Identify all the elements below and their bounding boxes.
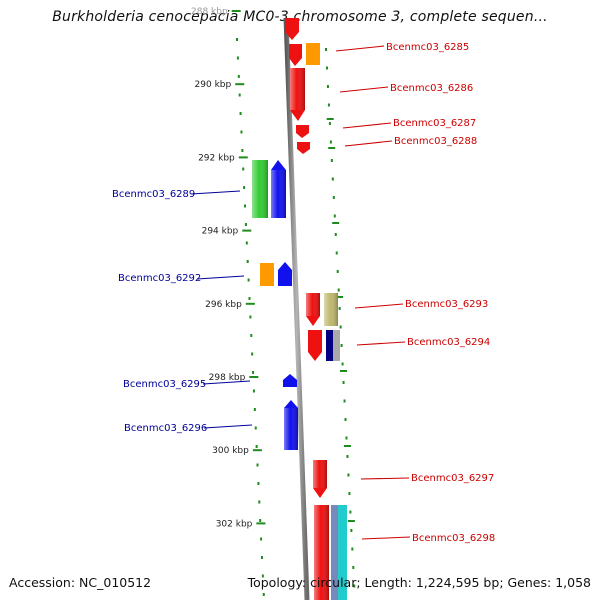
feature-6285	[306, 43, 320, 65]
scale-minor-dash	[347, 520, 355, 522]
accession-footer: Accession: NC_010512	[9, 575, 151, 590]
scale-minor-dash	[336, 296, 344, 298]
gene-label[interactable]: Bcenmc03_6293	[405, 299, 488, 310]
feature-6285b	[289, 44, 302, 66]
scale-tick-label: 294 kbp	[202, 227, 239, 237]
gene-leader-line	[354, 303, 404, 309]
genes-value: 1,058	[555, 575, 591, 590]
gene-leader-line	[196, 275, 245, 280]
gene-label[interactable]: Bcenmc03_6292	[118, 273, 201, 284]
scale-major-tick	[252, 449, 262, 452]
feature-6298b	[331, 505, 338, 600]
scale-layer: 288 kbp 290 kbp 292 kbp 294 kbp 296 kbp 298 k…	[191, 7, 356, 596]
scale-tick-label: 290 kbp	[195, 80, 232, 90]
feature-6294b	[326, 330, 333, 361]
scale-major-tick	[245, 302, 255, 305]
scale-tick-label: 296 kbp	[205, 300, 242, 310]
topology-label: Topology:	[247, 575, 307, 590]
gene-leader-line	[360, 477, 410, 480]
map-title: Burkholderia cenocepacia MC0-3 chromosom…	[52, 9, 548, 25]
accession-value: NC_010512	[79, 575, 152, 590]
backbone	[283, 17, 310, 600]
topology-value: circular	[310, 575, 357, 590]
length-label: Length:	[364, 575, 412, 590]
gene-label[interactable]: Bcenmc03_6287	[393, 118, 476, 129]
scale-major-tick	[235, 83, 245, 86]
scale-major-tick	[242, 229, 252, 232]
gene-leader-line	[342, 122, 392, 129]
gene-label[interactable]: Bcenmc03_6296	[124, 423, 207, 434]
scale-minor-dash	[332, 222, 340, 224]
scale-major-tick	[256, 522, 266, 525]
gene-label[interactable]: Bcenmc03_6297	[411, 473, 494, 484]
scale-tick-label: 288 kbp	[191, 7, 228, 17]
scale-ring-inner	[236, 38, 265, 596]
scale-tick-label: 292 kbp	[198, 153, 235, 163]
feature-6292b	[278, 262, 292, 286]
feature-6287	[296, 125, 309, 138]
feature-6295	[283, 374, 297, 387]
feature-6298c	[338, 505, 347, 600]
gene-leader-line	[339, 86, 389, 93]
gene-label[interactable]: Bcenmc03_6286	[390, 83, 473, 94]
gene-label[interactable]: Bcenmc03_6285	[386, 42, 469, 53]
gene-label[interactable]: Bcenmc03_6288	[394, 136, 477, 147]
gene-label-layer: Bcenmc03_6285 Bcenmc03_6286 Bcenmc03_6287 B…	[112, 42, 495, 544]
length-value: 1,224,595 bp	[415, 575, 500, 590]
feature-6284	[285, 18, 299, 40]
feature-6288	[297, 142, 310, 154]
scale-minor-dash	[343, 445, 351, 447]
scale-tick-label: 298 kbp	[209, 373, 246, 383]
gene-label[interactable]: Bcenmc03_6298	[412, 533, 495, 544]
scale-tick-label: 300 kbp	[212, 446, 249, 456]
gene-leader-line	[203, 424, 253, 429]
feature-track	[252, 18, 347, 600]
genome-summary: Topology: circular; Length: 1,224,595 bp…	[247, 575, 591, 590]
gene-label[interactable]: Bcenmc03_6289	[112, 189, 195, 200]
gene-leader-line	[361, 536, 411, 540]
gene-label[interactable]: Bcenmc03_6294	[407, 337, 490, 348]
gene-leader-line	[190, 190, 241, 195]
scale-minor-dash	[339, 370, 347, 372]
feature-6294	[308, 330, 322, 361]
gene-leader-line	[202, 380, 251, 385]
gene-leader-line	[335, 45, 385, 52]
feature-6294c	[333, 330, 340, 361]
gene-label[interactable]: Bcenmc03_6295	[123, 379, 206, 390]
scale-minor-dash	[328, 147, 336, 149]
scale-minor-dash	[326, 118, 334, 120]
gene-leader-line	[356, 341, 406, 346]
scale-ring-outer	[325, 48, 356, 588]
scale-major-tick	[238, 156, 248, 159]
scale-major-tick	[231, 10, 241, 12]
accession-label: Accession:	[9, 575, 76, 590]
scale-tick-label: 302 kbp	[216, 519, 253, 529]
scale-major-tick	[249, 376, 259, 378]
gene-leader-line	[344, 140, 393, 147]
genes-label: Genes:	[507, 575, 552, 590]
feature-6292a	[260, 263, 274, 286]
